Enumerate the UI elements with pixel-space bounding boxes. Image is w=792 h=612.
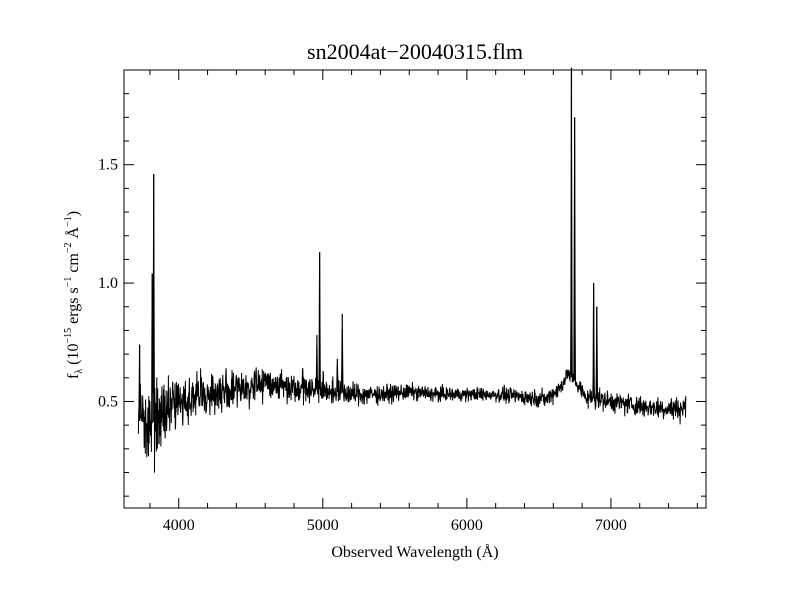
- plot-frame: [123, 69, 707, 509]
- axis-ticks: [124, 69, 706, 508]
- plot-border: [123, 69, 707, 509]
- x-tick-label: 6000: [451, 517, 483, 534]
- y-tick-label: 1.0: [98, 275, 118, 292]
- x-axis-label: Observed Wavelength (Å): [331, 543, 498, 561]
- spectrum-line: [137, 69, 687, 473]
- y-axis-label: fλ (10−15 ergs s−1 cm−2 Å−1): [63, 211, 85, 379]
- chart-title: sn2004at−20040315.flm: [307, 39, 523, 64]
- x-tick-label: 4000: [163, 517, 195, 534]
- spectrum-layer: [137, 67, 687, 473]
- axis-tick-labels: 4000 5000 6000 7000 0.5 1.0 1.5: [98, 157, 627, 534]
- y-tick-label: 0.5: [98, 393, 118, 410]
- y-tick-label: 1.5: [98, 157, 118, 174]
- x-tick-label: 7000: [595, 517, 627, 534]
- x-tick-label: 5000: [307, 517, 339, 534]
